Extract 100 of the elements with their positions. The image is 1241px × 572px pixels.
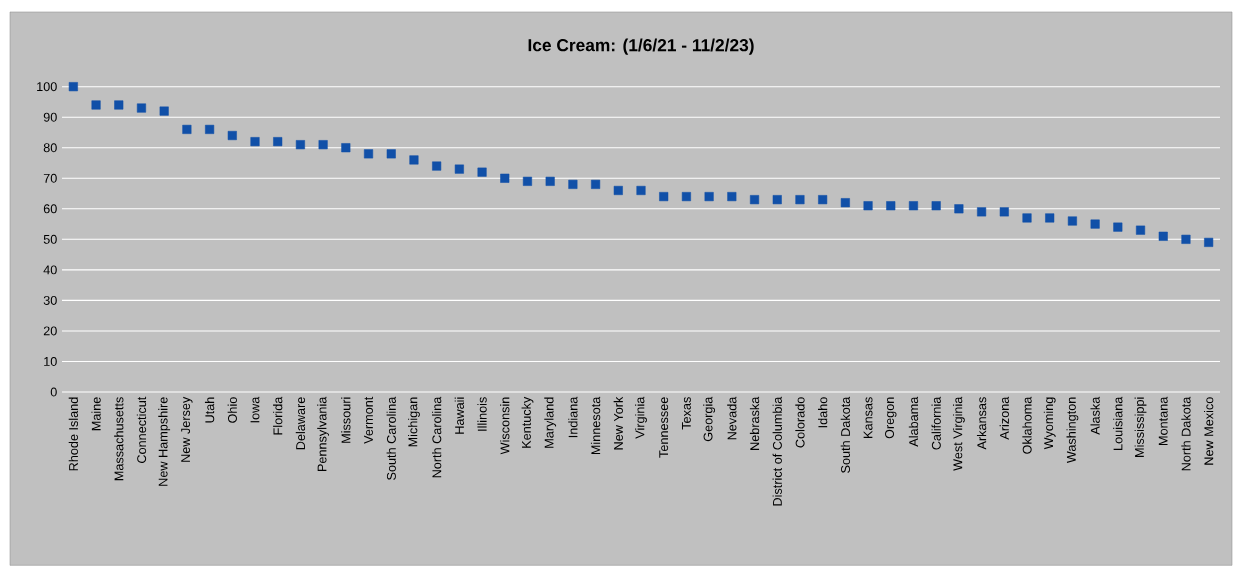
point — [250, 137, 260, 147]
point — [91, 100, 101, 110]
x-tick-label: North Carolina — [432, 396, 442, 478]
x-tick-label: New Jersey — [181, 396, 193, 462]
point — [522, 176, 533, 186]
x-tick-label: New York — [613, 396, 623, 450]
point — [1090, 219, 1100, 229]
point — [863, 201, 873, 211]
y-tick-label: 60 — [43, 204, 57, 214]
x-tick-label: Washington — [1066, 397, 1079, 464]
point — [636, 185, 646, 196]
point — [568, 179, 578, 189]
point — [68, 82, 78, 92]
x-tick-label: California — [931, 396, 941, 450]
point — [591, 179, 601, 189]
x-tick-label: West Virginia — [952, 396, 965, 471]
x-tick-label: Wyoming — [1043, 397, 1056, 450]
x-tick-label: Idaho — [818, 397, 828, 428]
x-tick-label: Pennsylvania — [317, 396, 330, 472]
point — [1113, 222, 1123, 232]
point — [1204, 237, 1214, 247]
point — [886, 201, 896, 211]
point — [931, 201, 941, 211]
x-tick-label: Louisiana — [1113, 396, 1123, 450]
point — [954, 204, 964, 214]
point — [500, 173, 510, 183]
y-tick-label: 0 — [50, 387, 57, 397]
y-tick-label: 40 — [43, 265, 57, 275]
point — [318, 140, 328, 150]
point — [205, 124, 215, 134]
y-tick-label: 90 — [43, 112, 57, 122]
x-tick-label: Hawaii — [454, 397, 465, 434]
x-tick-label: New Mexico — [1204, 397, 1214, 465]
x-tick-label: Minnesota — [590, 396, 601, 455]
x-tick-label: Nevada — [727, 396, 737, 440]
x-tick-label: Georgia — [703, 396, 716, 442]
point — [341, 143, 351, 153]
point — [908, 201, 919, 211]
point — [114, 100, 124, 110]
y-tick-label: 30 — [43, 295, 57, 305]
x-tick-label: South Carolina — [386, 396, 396, 480]
x-tick-label: Mississippi — [1134, 397, 1147, 457]
x-tick-label: Colorado — [795, 397, 805, 448]
point — [273, 137, 283, 147]
point — [364, 149, 374, 159]
x-tick-label: Kentucky — [521, 396, 534, 448]
x-tick-label: Arkansas — [976, 397, 987, 450]
point — [840, 198, 850, 208]
point — [1022, 213, 1032, 223]
point — [1135, 225, 1146, 235]
point — [432, 161, 442, 171]
x-tick-label: District of Columbia — [772, 396, 782, 506]
x-tick-label: Massachusetts — [114, 397, 124, 481]
y-tick-label: 20 — [43, 326, 57, 336]
x-tick-label: Michigan — [408, 397, 420, 447]
point — [727, 192, 737, 202]
point — [159, 106, 169, 116]
x-tick-label: South Dakota — [840, 396, 851, 473]
x-tick-label: Indiana — [568, 396, 578, 438]
point — [1181, 234, 1191, 244]
point — [750, 195, 760, 205]
y-tick-label: 50 — [43, 234, 57, 244]
point — [1045, 213, 1055, 223]
x-tick-label: Iowa — [250, 396, 260, 423]
x-tick-label: Delaware — [295, 397, 306, 450]
x-tick-label: Florida — [273, 396, 283, 435]
point — [295, 140, 305, 150]
y-tick-label: 100 — [37, 82, 57, 92]
y-tick-label: 80 — [43, 143, 57, 153]
point — [227, 130, 237, 141]
x-tick-label: Nebraska — [749, 396, 760, 450]
x-tick-label: Alabama — [908, 396, 919, 447]
point — [977, 207, 987, 217]
point — [409, 155, 419, 165]
x-tick-label: Missouri — [341, 397, 351, 443]
x-tick-label: Texas — [681, 397, 691, 430]
x-tick-label: Montana — [1158, 396, 1168, 445]
x-tick-label: Wisconsin — [500, 397, 510, 455]
point — [182, 124, 192, 134]
point — [999, 207, 1009, 217]
x-tick-label: Utah — [204, 397, 215, 423]
x-tick-label: Tennessee — [659, 397, 669, 458]
point — [659, 192, 669, 202]
chart-title: Ice Cream: (1/6/21 - 11/2/23) — [528, 38, 754, 55]
x-tick-label: Connecticut — [136, 396, 147, 463]
x-tick-label: Arizona — [999, 396, 1009, 440]
x-tick-label: Maryland — [544, 397, 557, 448]
x-tick-label: Kansas — [863, 397, 873, 438]
x-tick-label: North Dakota — [1181, 396, 1191, 471]
point — [477, 167, 487, 177]
point — [386, 149, 396, 159]
y-tick-label: 70 — [43, 173, 57, 183]
point — [795, 195, 805, 205]
point — [613, 185, 623, 196]
x-tick-label: Illinois — [477, 397, 487, 431]
point — [545, 176, 555, 186]
point — [1067, 216, 1077, 226]
x-tick-label: Rhode Island — [68, 397, 79, 471]
y-tick-label: 10 — [44, 356, 57, 366]
point — [818, 195, 828, 205]
